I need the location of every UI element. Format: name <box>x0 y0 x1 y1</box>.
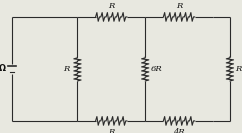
Text: R: R <box>63 65 70 73</box>
Text: 4Ω: 4Ω <box>0 64 7 73</box>
Text: 6R: 6R <box>151 65 162 73</box>
Text: R: R <box>108 2 114 10</box>
Text: R: R <box>176 2 182 10</box>
Text: R: R <box>108 128 114 133</box>
Text: R: R <box>235 65 242 73</box>
Text: 4R: 4R <box>173 128 185 133</box>
